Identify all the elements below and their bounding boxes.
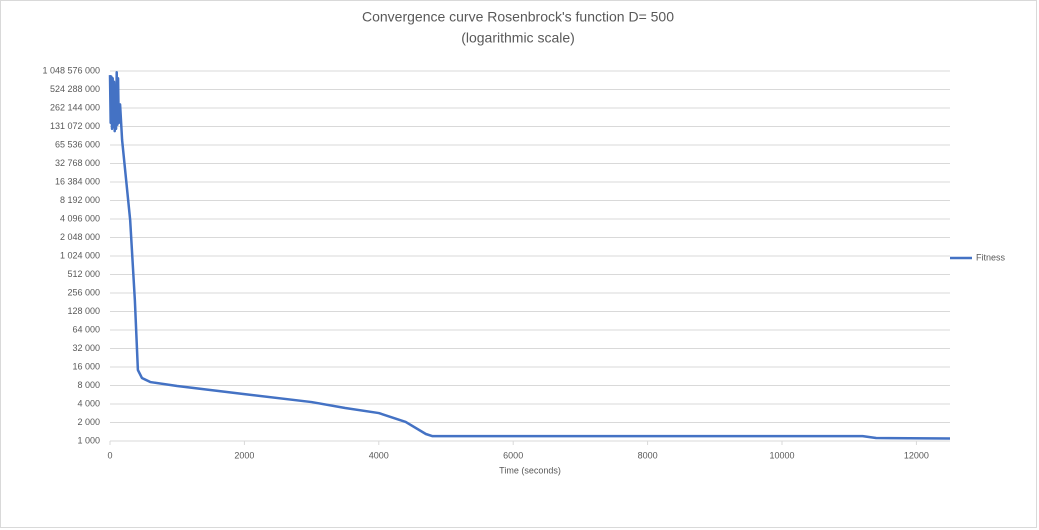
y-tick-label: 8 192 000 [60, 195, 100, 205]
x-tick-label: 6000 [503, 450, 523, 460]
y-tick-label: 4 000 [77, 398, 100, 408]
y-tick-label: 1 024 000 [60, 250, 100, 260]
y-tick-label: 2 048 000 [60, 232, 100, 242]
x-axis-label: Time (seconds) [499, 465, 561, 475]
y-tick-label: 8 000 [77, 380, 100, 390]
y-tick-label: 128 000 [67, 306, 100, 316]
y-tick-label: 32 000 [72, 343, 100, 353]
x-tick-label: 8000 [638, 450, 658, 460]
y-tick-label: 32 768 000 [55, 158, 100, 168]
y-tick-label: 524 288 000 [50, 84, 100, 94]
y-tick-label: 1 048 576 000 [42, 65, 100, 75]
y-tick-label: 131 072 000 [50, 121, 100, 131]
y-tick-label: 262 144 000 [50, 102, 100, 112]
y-tick-label: 1 000 [77, 435, 100, 445]
chart-subtitle: (logarithmic scale) [461, 30, 575, 46]
legend-label: Fitness [976, 252, 1006, 262]
y-tick-label: 2 000 [77, 417, 100, 427]
y-tick-label: 4 096 000 [60, 213, 100, 223]
y-tick-label: 64 000 [72, 324, 100, 334]
x-tick-label: 2000 [234, 450, 254, 460]
y-tick-label: 256 000 [67, 287, 100, 297]
x-tick-label: 4000 [369, 450, 389, 460]
y-tick-label: 65 536 000 [55, 139, 100, 149]
x-tick-label: 10000 [769, 450, 794, 460]
x-tick-label: 0 [107, 450, 112, 460]
chart-title: Convergence curve Rosenbrock's function … [362, 9, 674, 25]
y-tick-label: 16 000 [72, 361, 100, 371]
x-tick-label: 12000 [904, 450, 929, 460]
y-tick-label: 512 000 [67, 269, 100, 279]
y-tick-label: 16 384 000 [55, 176, 100, 186]
data-line [108, 71, 951, 440]
